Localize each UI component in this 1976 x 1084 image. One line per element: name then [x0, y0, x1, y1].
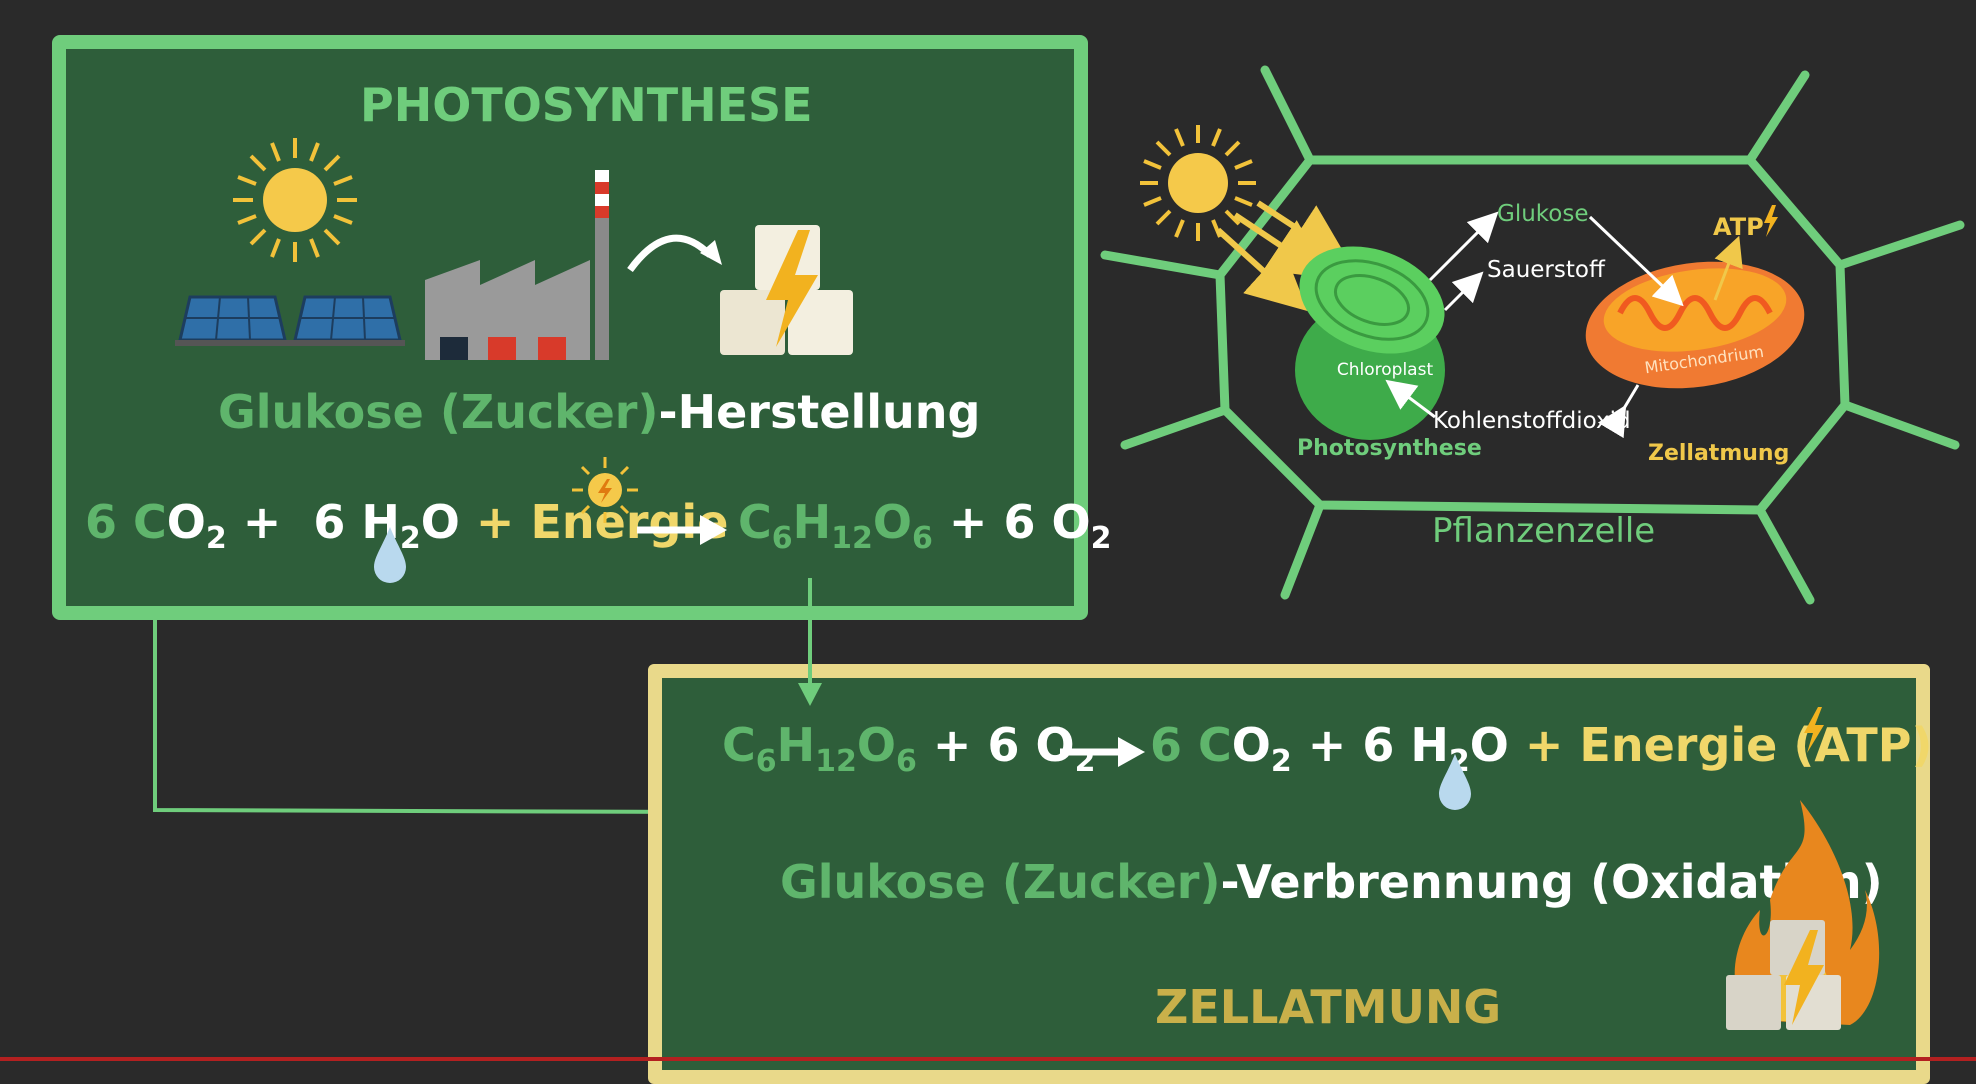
reaction-arrow-icon [637, 515, 727, 545]
water-drop-icon-2 [1439, 754, 1471, 810]
photosynthese-label: Photosynthese [1297, 436, 1482, 461]
production-label: Glukose (Zucker)-Herstellung [218, 385, 980, 439]
reactant-co2-coefficient: 6 C [85, 495, 167, 549]
curved-arrow-icon [627, 234, 713, 273]
kohlenstoffdioxid-label: Kohlenstoffdioxid [1433, 408, 1631, 434]
glukose-label: Glukose [1497, 201, 1589, 227]
combustion-prefix: Glukose (Zucker) [780, 855, 1221, 909]
sauerstoff-label: Sauerstoff [1487, 257, 1606, 283]
chloroplast-label: Chloroplast [1337, 360, 1434, 380]
water-drop-icon [374, 527, 406, 583]
burning-sugar-icon [1726, 800, 1880, 1030]
atp-lightning-icon [1764, 205, 1778, 237]
sugar-cubes-icon [720, 225, 853, 355]
product-water: + 6 H [1307, 718, 1449, 772]
zellatmung-label: Zellatmung [1648, 441, 1789, 466]
atp-lightning-icon-2 [1804, 707, 1824, 753]
cell-wall [1100, 65, 1965, 605]
sun-icon [233, 138, 357, 262]
factory-icon [425, 170, 609, 360]
production-suffix: -Herstellung [658, 385, 981, 439]
photosynthesis-equation-left: 6 CO2 + 6 H2O + Energie [85, 495, 729, 556]
glucose-transfer-arrow [798, 578, 822, 706]
small-sun-icon [572, 457, 638, 523]
reactant-oxygen: + 6 O [932, 718, 1075, 772]
atp-arrow [1713, 235, 1743, 301]
glukose-arrow [1428, 211, 1499, 282]
product-oxygen: + 6 O [948, 495, 1091, 549]
respiration-arrow-icon [1060, 737, 1145, 767]
energy-output: + Energie (ATP [1524, 718, 1912, 772]
cell-title: Pflanzenzelle [1432, 511, 1655, 551]
combustion-label: Glukose (Zucker)-Verbrennung (Oxidation) [780, 855, 1883, 909]
sauerstoff-arrow [1443, 271, 1484, 312]
photosynthesis-equation-right: C6H12O6 + 6 O2 [738, 495, 1112, 556]
co2-arrow-from-mito [1597, 384, 1640, 439]
glukose-to-mito-arrow [1588, 215, 1684, 307]
photosynthesis-heading: PHOTOSYNTHESE [360, 78, 813, 132]
atp-label: ATP [1713, 213, 1764, 241]
bottom-progress-line [0, 1057, 1976, 1061]
mitochondrium-icon [1585, 261, 1805, 389]
respiration-equation-right: 6 CO2 + 6 H2O + Energie (ATP) [1150, 718, 1933, 779]
cell-sun-icon [1140, 125, 1256, 241]
reactant-glucose: C [722, 718, 756, 772]
plant-cell-diagram: Chloroplast Mitochondrium Glukose Sauers… [1100, 65, 1965, 605]
production-illustration [175, 138, 853, 360]
respiration-heading: ZELLATMUNG [1155, 980, 1502, 1034]
co2-arrow-to-chloroplast [1385, 379, 1436, 419]
production-prefix: Glukose (Zucker) [218, 385, 659, 439]
respiration-equation-left: C6H12O6 + 6 O2 [722, 718, 1096, 779]
solar-panel-icon [175, 295, 405, 346]
product-co2: 6 C [1150, 718, 1232, 772]
product-glucose: C [738, 495, 772, 549]
sunlight-rays [1215, 200, 1351, 312]
